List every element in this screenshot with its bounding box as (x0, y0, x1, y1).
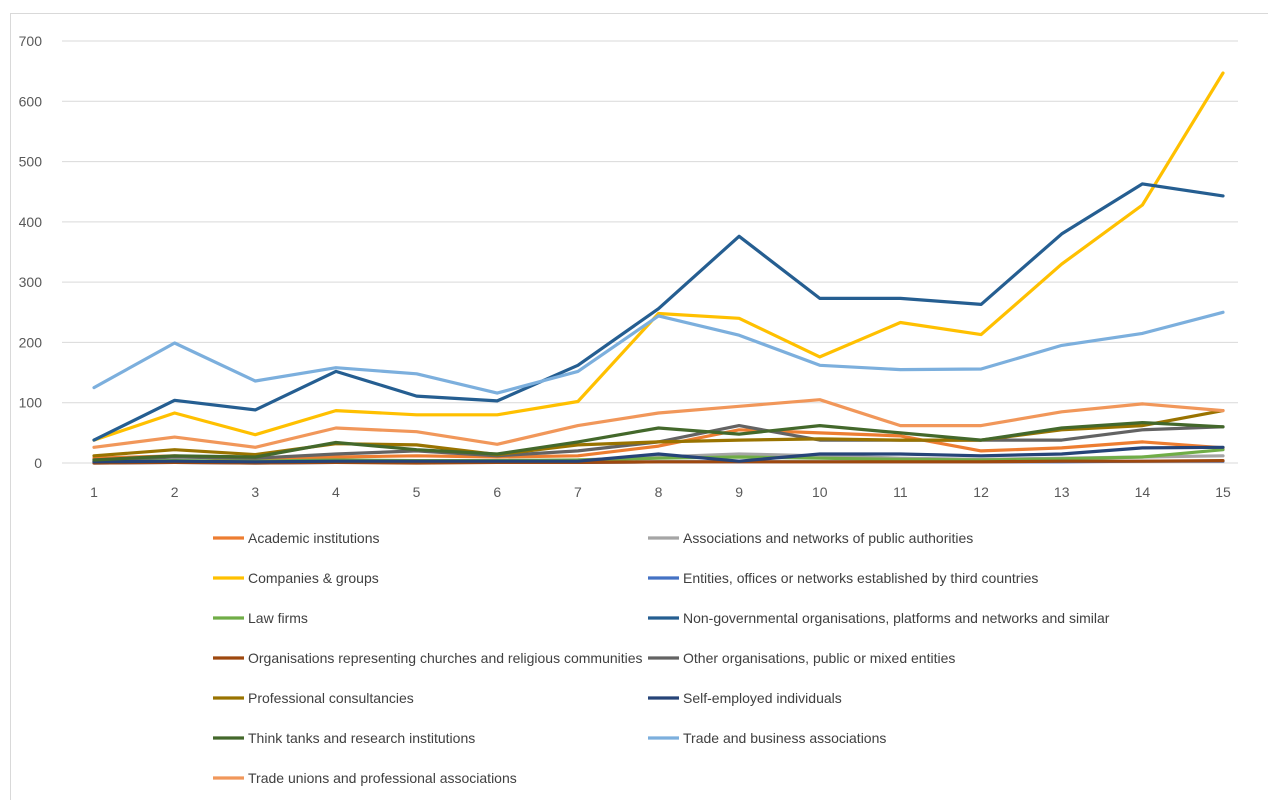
x-tick-label: 1 (90, 484, 98, 500)
legend-item: Other organisations, public or mixed ent… (648, 650, 955, 666)
legend-item: Entities, offices or networks establishe… (648, 570, 1038, 586)
x-tick-label: 2 (171, 484, 179, 500)
legend-label: Non-governmental organisations, platform… (683, 610, 1110, 626)
y-tick-label: 700 (19, 33, 43, 49)
legend-label: Law firms (248, 610, 308, 626)
legend-label: Academic institutions (248, 530, 380, 546)
legend-item: Self-employed individuals (648, 690, 842, 706)
series-line (92, 428, 1225, 462)
legend: Academic institutions Associations and ne… (213, 530, 1110, 786)
series-line (92, 310, 1225, 395)
x-tick-label: 3 (251, 484, 259, 500)
x-tick-label: 12 (973, 484, 989, 500)
legend-item: Companies & groups (213, 570, 379, 586)
x-tick-label: 11 (893, 484, 908, 500)
legend-item: Non-governmental organisations, platform… (648, 610, 1110, 626)
chart-frame (10, 13, 1268, 800)
y-tick-label: 200 (19, 334, 43, 350)
legend-label: Companies & groups (248, 570, 379, 586)
series-line (92, 421, 1225, 462)
series-lines (92, 71, 1225, 465)
legend-item: Trade and business associations (648, 730, 886, 746)
y-tick-label: 100 (19, 395, 43, 411)
legend-item: Professional consultancies (213, 690, 414, 706)
legend-item: Think tanks and research institutions (213, 730, 475, 746)
y-tick-label: 0 (34, 455, 42, 471)
x-tick-label: 4 (332, 484, 340, 500)
y-tick-label: 600 (19, 93, 43, 109)
legend-label: Associations and networks of public auth… (683, 530, 973, 546)
series-line (92, 71, 1225, 442)
legend-label: Professional consultancies (248, 690, 414, 706)
legend-label: Entities, offices or networks establishe… (683, 570, 1038, 586)
legend-label: Other organisations, public or mixed ent… (683, 650, 955, 666)
x-tick-label: 13 (1054, 484, 1070, 500)
legend-item: Trade unions and professional associatio… (213, 770, 517, 786)
series-line (92, 398, 1225, 449)
legend-item: Academic institutions (213, 530, 380, 546)
x-tick-label: 8 (655, 484, 663, 500)
legend-label: Think tanks and research institutions (248, 730, 475, 746)
x-tick-label: 10 (812, 484, 828, 500)
grid-lines (62, 40, 1238, 464)
y-tick-label: 400 (19, 214, 43, 230)
legend-label: Trade unions and professional associatio… (248, 770, 517, 786)
legend-item: Associations and networks of public auth… (648, 530, 973, 546)
x-tick-label: 15 (1215, 484, 1231, 500)
series-line (92, 445, 1225, 464)
series-line (92, 182, 1225, 442)
y-tick-label: 500 (19, 154, 43, 170)
x-tick-label: 5 (413, 484, 421, 500)
x-tick-label: 6 (493, 484, 501, 500)
legend-label: Trade and business associations (683, 730, 886, 746)
x-tick-label: 14 (1135, 484, 1151, 500)
x-tick-label: 7 (574, 484, 582, 500)
legend-label: Self-employed individuals (683, 690, 842, 706)
legend-item: Organisations representing churches and … (213, 650, 643, 666)
y-tick-label: 300 (19, 274, 43, 290)
legend-item: Law firms (213, 610, 308, 626)
legend-label: Organisations representing churches and … (248, 650, 643, 666)
x-tick-label: 9 (735, 484, 743, 500)
